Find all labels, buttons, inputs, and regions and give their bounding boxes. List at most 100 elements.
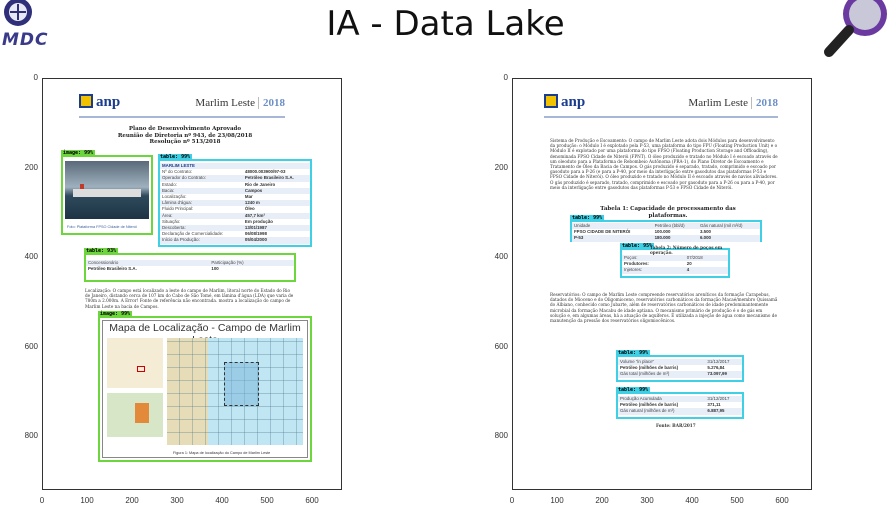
- table-cell: Descoberta:: [160, 225, 243, 232]
- table-cell: Petróleo Brasileiro S.A.: [242, 175, 310, 182]
- table2-title: Tabela 2: Número de poços em operação.: [650, 245, 723, 256]
- table-cell: 06/08/1998: [244, 231, 267, 237]
- table-cell: 48000.003900/97-03: [244, 169, 286, 175]
- source-note: Fonte: BAR/2017: [656, 423, 696, 428]
- x-tick-label: 300: [170, 496, 184, 505]
- x-tick-label: 600: [775, 496, 789, 505]
- table-cell: 5.276,84: [707, 365, 725, 371]
- table-cell: 73.097,99: [705, 371, 742, 378]
- table-cell: Rio de Janeiro: [244, 181, 276, 187]
- table-cell: Operador do Contrato:: [160, 175, 243, 182]
- mdc-logo: MDC: [0, 0, 62, 50]
- page-header: anp Marlim Leste 2018: [528, 94, 798, 120]
- detection-label: table: 93%: [84, 248, 119, 254]
- y-tick-label: 200: [494, 163, 508, 172]
- table-cell: Localização:: [162, 194, 187, 200]
- detection-box-table2[interactable]: table: 93% Concessionário Participação (%…: [84, 248, 296, 282]
- slide-title: IA - Data Lake: [326, 4, 565, 44]
- photo-caption: Foto: Plataforma FPSO Cidade de Niterói: [67, 225, 137, 229]
- right-plot: 0 200 400 600 800 0 100 200 300 400 500 …: [448, 68, 891, 521]
- detection-box-image[interactable]: image: 99% Foto: Plataforma FPSO Cidade …: [61, 150, 153, 235]
- x-tick-label: 0: [509, 496, 515, 505]
- detection-label: image: 99%: [98, 311, 133, 317]
- wells-table: Poços: 07/2018 Produtores: 20 Injetores: 4: [622, 255, 728, 274]
- header-rule: [544, 116, 778, 118]
- concessionaire-table: Concessionário Participação (%) Petróleo …: [86, 260, 294, 272]
- table-cell: Situação:: [162, 218, 181, 224]
- table-cell: 371,11: [707, 402, 721, 408]
- x-tick-label: 100: [80, 496, 94, 505]
- anp-logo: anp: [544, 94, 585, 111]
- y-tick-label: 600: [494, 342, 508, 351]
- localizacao-paragraph: Localização: O campo está localizado a l…: [85, 288, 294, 309]
- table-cell: Nº do Contrato:: [162, 169, 193, 175]
- table-cell: Petróleo (milhões de barris): [620, 402, 679, 408]
- field-main-map: [167, 338, 303, 445]
- anp-mark-icon: [79, 94, 93, 108]
- y-tick-label: 800: [24, 431, 38, 440]
- detection-label: table: 95%: [620, 243, 655, 249]
- field-info-table: MARLIM LESTE Nº do Contrato: 48000.003900…: [160, 163, 310, 244]
- detection-label: table: 99%: [570, 215, 605, 221]
- table-cell: Gás natural (mil m³/d): [697, 223, 760, 230]
- table-cell: Gás total (milhões de m³): [618, 371, 706, 378]
- mdc-logo-text: MDC: [2, 30, 49, 50]
- x-tick-label: 200: [595, 496, 609, 505]
- y-tick-label: 0: [33, 73, 38, 82]
- page-header: anp Marlim Leste 2018: [55, 94, 315, 120]
- table-cell: FPSO CIDADE DE NITERÓI: [574, 229, 631, 235]
- production-table: Produção Acumulada 31/12/2017 Petróleo (m…: [618, 396, 742, 415]
- table-cell: 20: [686, 261, 692, 267]
- table-cell: Início da Produção:: [160, 237, 243, 244]
- table-cell: Volume "in place": [618, 359, 706, 366]
- table-cell: Petróleo Brasileiro S.A.: [88, 266, 137, 272]
- table-cell: 6.887,95: [705, 408, 742, 415]
- header-rule: [79, 116, 285, 118]
- y-tick-label: 800: [494, 431, 508, 440]
- table-cell: Óleo: [244, 206, 255, 212]
- table-cell: 4: [684, 267, 728, 274]
- detection-box-table1[interactable]: table: 99% MARLIM LESTE Nº do Contrato: 4…: [158, 154, 312, 247]
- table-cell: Fluido Principal:: [162, 206, 194, 212]
- table-cell: Petróleo (milhões de barris): [620, 365, 679, 371]
- field-polygon: [224, 361, 260, 407]
- detection-box-capacity-table[interactable]: table: 99% Unidade Petróleo (bbl/d) Gás na…: [570, 215, 762, 242]
- detection-box-production-table[interactable]: table: 99% Produção Acumulada 31/12/2017 …: [616, 387, 744, 419]
- field-name: Marlim Leste 2018: [195, 97, 285, 109]
- detection-label: image: 99%: [61, 150, 96, 156]
- table-cell: 31/12/2017: [705, 359, 742, 366]
- table-cell: P-53: [572, 235, 653, 242]
- table-cell: 13/01/1987: [242, 225, 310, 232]
- table-cell: 100.000: [654, 229, 671, 235]
- table-cell: Declaração de Comercialidade:: [162, 231, 224, 237]
- left-plot: 0 200 400 600 800 0 100 200 300 400 500 …: [0, 68, 445, 521]
- table-cell: Mar: [244, 194, 253, 200]
- table-cell: 6.000: [697, 235, 760, 242]
- table-cell: Lâmina d'água:: [160, 200, 243, 207]
- table-cell: MARLIM LESTE: [160, 163, 310, 170]
- table-cell: Injetores:: [622, 267, 685, 274]
- table-cell: Produção Acumulada: [618, 396, 706, 403]
- detection-box-map[interactable]: image: 99% Mapa de Localização - Campo d…: [98, 311, 312, 462]
- anp-mark-icon: [544, 94, 558, 108]
- table-cell: Estado:: [162, 181, 177, 187]
- sistema-paragraph: Sistema de Produção e Escoamento: O camp…: [550, 138, 778, 190]
- x-tick-label: 400: [215, 496, 229, 505]
- fpso-photo: [65, 161, 149, 219]
- table-cell: Em produção: [244, 218, 273, 224]
- table-cell: 180.000: [652, 235, 698, 242]
- table-cell: 457,7 km²: [242, 212, 310, 219]
- mdc-logo-icon: [4, 0, 32, 26]
- detection-box-wells-table[interactable]: table: 95% Tabela 2: Número de poços em …: [620, 243, 730, 278]
- table-cell: 3.500: [699, 229, 711, 235]
- x-tick-label: 500: [260, 496, 274, 505]
- brazil-inset-map: [107, 338, 163, 388]
- detection-box-volume-table[interactable]: table: 99% Volume "in place" 31/12/2017 P…: [616, 350, 744, 382]
- table-cell: Gás natural (milhões de m³): [618, 408, 706, 415]
- y-tick-label: 0: [503, 73, 508, 82]
- plan-title: Plano de Desenvolvimento Aprovado Reuniã…: [117, 126, 253, 145]
- x-tick-label: 500: [730, 496, 744, 505]
- reservatorios-paragraph: Reservatórios: O campo de Marlim Leste c…: [550, 292, 778, 324]
- table-cell: 07/2018: [684, 255, 728, 262]
- y-tick-label: 400: [494, 252, 508, 261]
